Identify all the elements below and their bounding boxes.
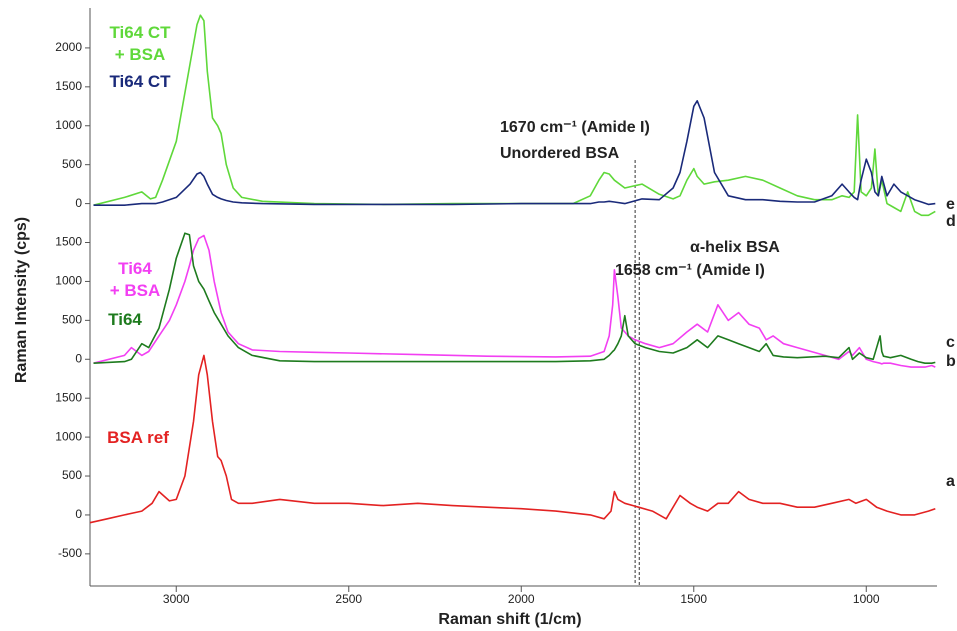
x-tick-label: 1500 — [680, 592, 707, 606]
y-tick-label: 0 — [75, 507, 82, 521]
series-tag: e — [946, 196, 955, 213]
legend-label: Ti64 CT + BSA — [109, 23, 171, 64]
y-tick-label: 500 — [62, 468, 82, 482]
annotation: α-helix BSA — [690, 239, 780, 256]
series-line — [89, 354, 936, 524]
y-tick-label: 500 — [62, 157, 82, 171]
y-tick-label: -500 — [58, 546, 82, 560]
legend-label: BSA ref — [107, 428, 169, 447]
legend-label: Ti64 — [108, 310, 142, 329]
series-line — [93, 100, 936, 206]
y-tick-label: 2000 — [55, 40, 82, 54]
y-tick-label: 0 — [75, 196, 82, 210]
series-tag: b — [946, 353, 956, 370]
y-tick-label: 0 — [75, 351, 82, 365]
y-tick-label: 1500 — [55, 390, 82, 404]
series-tag: c — [946, 334, 955, 351]
x-tick-label: 1000 — [853, 592, 880, 606]
series-line — [93, 14, 936, 217]
x-axis-label: Raman shift (1/cm) — [438, 611, 581, 628]
series-tag: a — [946, 473, 955, 490]
y-tick-label: 1000 — [55, 118, 82, 132]
annotation: Unordered BSA — [500, 145, 620, 162]
y-axis-label: Raman Intensity (cps) — [13, 217, 30, 383]
y-tick-label: 500 — [62, 313, 82, 327]
y-tick-label: 1000 — [55, 274, 82, 288]
x-tick-label: 2500 — [335, 592, 362, 606]
x-tick-label: 2000 — [508, 592, 535, 606]
series-line — [93, 234, 936, 368]
legend-label: Ti64 CT — [109, 72, 171, 91]
y-tick-label: 1500 — [55, 235, 82, 249]
y-tick-label: 1500 — [55, 79, 82, 93]
series-line — [93, 232, 936, 364]
y-tick-label: 1000 — [55, 429, 82, 443]
annotation: 1658 cm⁻¹ (Amide I) — [615, 262, 765, 279]
series-tag: d — [946, 213, 956, 230]
annotation: 1670 cm⁻¹ (Amide I) — [500, 119, 650, 136]
x-tick-label: 3000 — [163, 592, 190, 606]
legend-label: Ti64 + BSA — [109, 259, 161, 300]
